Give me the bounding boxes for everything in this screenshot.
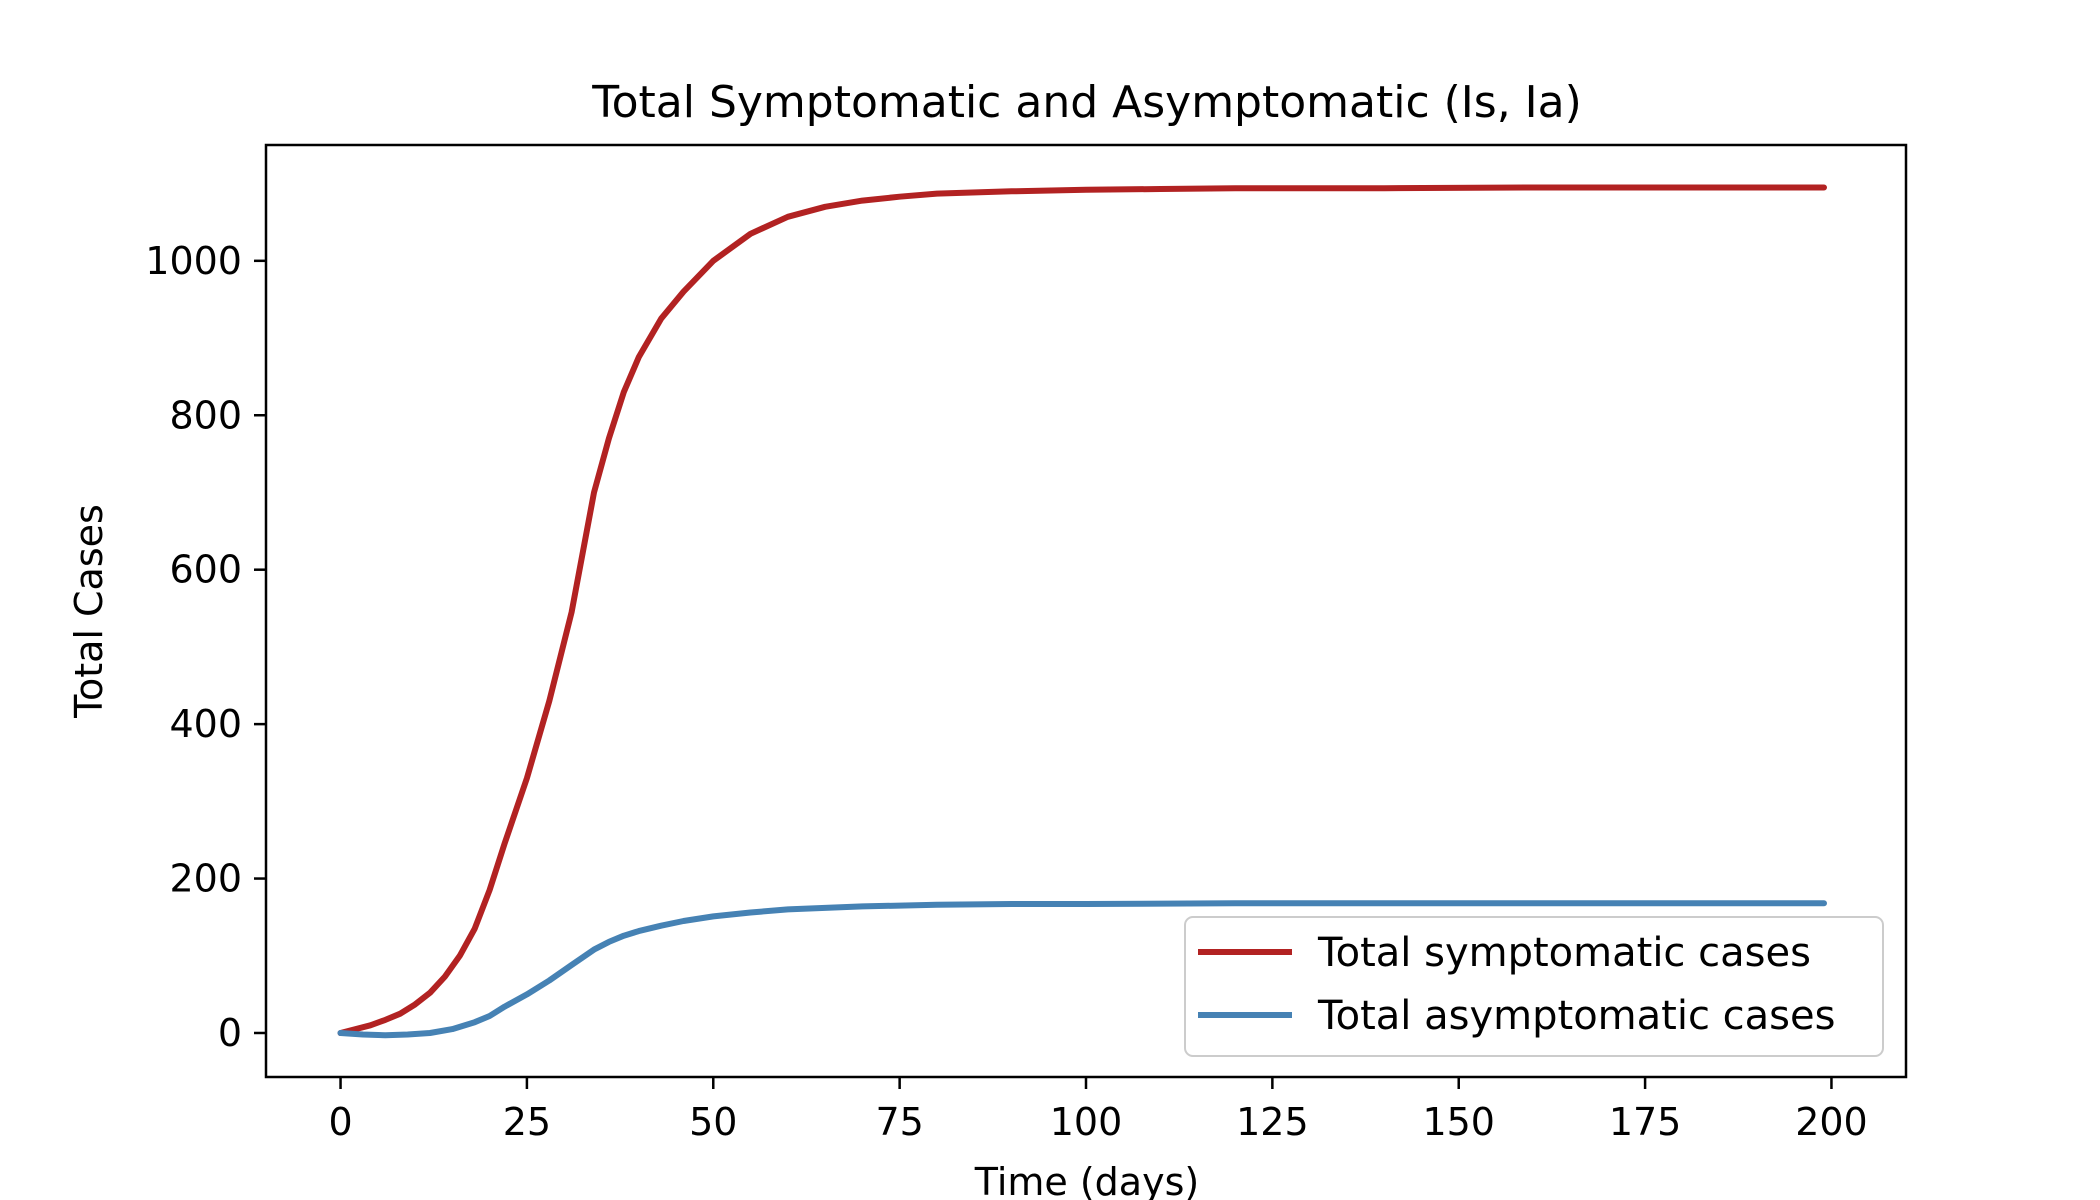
x-tick-label: 25 [503,1100,551,1144]
series-layer [337,184,1827,1039]
legend-label-symptomatic: Total symptomatic cases [1317,930,1811,976]
y-axis-label: Total Cases [67,504,111,719]
x-tick-label: 100 [1050,1100,1123,1144]
x-tick-label: 200 [1795,1100,1868,1144]
legend: Total symptomatic cases Total asymptomat… [1184,916,1884,1057]
x-tick-label: 150 [1422,1100,1495,1144]
y-tick-label: 0 [218,1011,242,1055]
y-tick-label: 400 [169,702,242,746]
x-tick-label: 125 [1236,1100,1309,1144]
series-line-symptomatic [337,184,1827,1036]
x-tick-label: 50 [689,1100,737,1144]
y-tick-label: 200 [169,857,242,901]
x-axis-label: Time (days) [974,1160,1199,1200]
legend-box [1184,916,1884,1057]
y-tick-label: 800 [169,393,242,437]
legend-label-asymptomatic: Total asymptomatic cases [1317,993,1835,1039]
series-line-asymptomatic [337,900,1827,1039]
x-axis: 0 25 50 75 100 125 150 175 200 [328,1077,1868,1144]
chart-title: Total Symptomatic and Asymptomatic (Is, … [591,77,1582,128]
y-tick-label: 600 [169,548,242,592]
x-tick-label: 0 [328,1100,352,1144]
x-tick-label: 175 [1609,1100,1682,1144]
y-tick-label: 1000 [145,239,242,283]
y-axis: 0 200 400 600 800 1000 [145,239,266,1055]
x-tick-label: 75 [875,1100,923,1144]
